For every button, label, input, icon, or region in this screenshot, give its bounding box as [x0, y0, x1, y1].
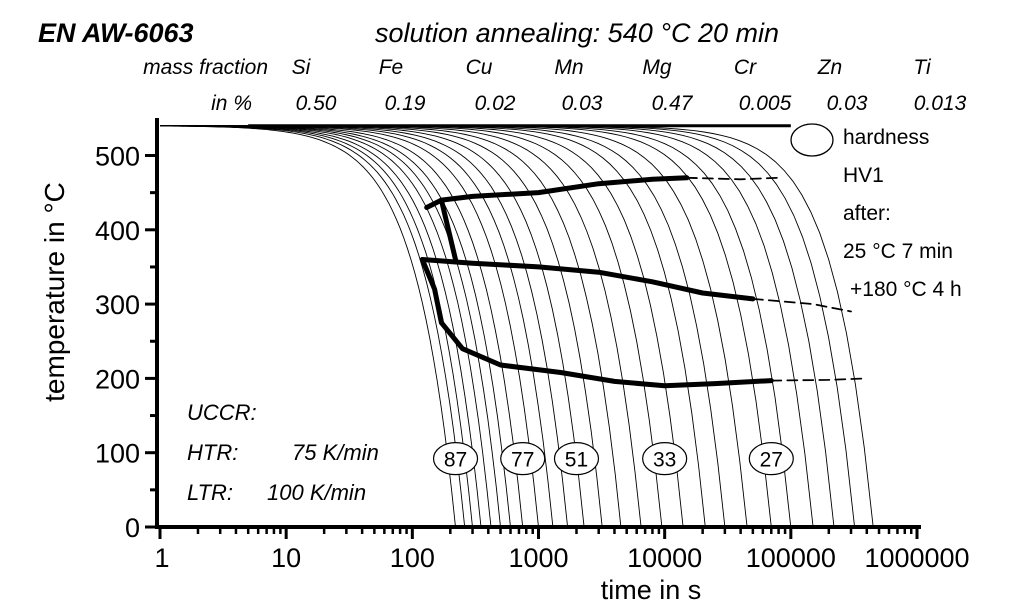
hardness-ellipse: [642, 442, 688, 476]
hardness-ellipse: [748, 442, 794, 476]
cooling-curve: [160, 125, 814, 528]
element-symbol: Cu: [466, 56, 493, 79]
element-symbol: Fe: [379, 56, 404, 79]
hardness-value: 51: [565, 449, 588, 472]
ltr-label: LTR:: [187, 480, 233, 505]
hardness-ellipse: [500, 442, 546, 476]
legend-line: HV1: [843, 164, 884, 187]
cooling-curve: [160, 125, 684, 528]
cooling-curve: [160, 125, 835, 528]
cooling-curve: [160, 125, 473, 528]
y-tick-label: 300: [95, 290, 140, 320]
cooling-curve: [160, 125, 456, 528]
transformation-lines: [419, 175, 868, 389]
x-tick-label: 1: [154, 543, 169, 573]
x-tick-label: 1000000: [864, 543, 969, 573]
hardness-value: 33: [653, 449, 676, 472]
chart-title: EN AW-6063: [38, 18, 194, 48]
uccr-label: UCCR:: [187, 400, 257, 425]
element-symbol: Mg: [642, 56, 671, 79]
legend: hardness HV1 after: 25 °C 7 min +180 °C 4 h: [843, 126, 962, 301]
legend-line: after:: [843, 202, 891, 225]
element-symbol: Mn: [554, 56, 583, 79]
hardness-labels: 87 77 51 33 27: [432, 442, 794, 476]
hardness-value: 27: [760, 449, 783, 472]
legend-ellipse-icon: [790, 123, 834, 157]
y-tick-label: 500: [95, 142, 140, 172]
x-axis-label: time in s: [601, 575, 702, 603]
y-axis-label: temperature in °C: [39, 182, 70, 402]
hardness-value: 77: [511, 449, 534, 472]
cooling-curve: [160, 125, 539, 528]
element-value: 0.03: [827, 92, 868, 115]
element-value: 0.013: [914, 92, 967, 115]
x-tick-label: 1000: [508, 543, 568, 573]
y-tick-label: 100: [95, 439, 140, 469]
legend-line: +180 °C 4 h: [850, 278, 962, 301]
composition-label-1: mass fraction: [143, 56, 268, 79]
cooling-curves: [160, 124, 874, 528]
composition-values: 0.50 0.19 0.02 0.03 0.47 0.005 0.03 0.013: [296, 92, 967, 115]
hardness-ellipse: [432, 442, 479, 476]
hardness-ellipse: [553, 442, 600, 476]
transformation-line: [438, 197, 458, 262]
composition-elements: Si Fe Cu Mn Mg Cr Zn Ti: [292, 56, 932, 79]
element-symbol: Ti: [913, 56, 932, 79]
x-tick-label: 100000: [746, 543, 836, 573]
y-tick-label: 200: [95, 364, 140, 394]
element-value: 0.005: [739, 92, 792, 115]
x-tick-label: 100: [390, 543, 435, 573]
chart-subtitle: solution annealing: 540 °C 20 min: [375, 18, 779, 48]
legend-line: 25 °C 7 min: [843, 240, 953, 263]
hardness-value: 87: [444, 449, 467, 472]
cooling-curve: [160, 125, 482, 528]
element-symbol: Si: [292, 56, 312, 79]
htr-label: HTR:: [187, 440, 238, 465]
transformation-line-extrapolated: [770, 377, 868, 382]
element-value: 0.47: [652, 92, 694, 115]
element-value: 0.19: [385, 92, 426, 115]
cooling-curve: [160, 125, 466, 528]
element-value: 0.02: [475, 92, 516, 115]
x-tick-label: 10000: [627, 543, 702, 573]
y-tick-label: 400: [95, 216, 140, 246]
cooling-curve: [160, 125, 622, 528]
x-ticks: 1 10 100 1000 10000 100000 1000000: [154, 527, 970, 573]
axes: 0 100 200 300 400 500 1 10 100 1000 10000 100000 10…: [95, 118, 970, 573]
element-value: 0.03: [562, 92, 603, 115]
transformation-line: [419, 257, 774, 389]
element-value: 0.50: [296, 92, 337, 115]
transformation-line-extrapolated: [686, 176, 780, 181]
cooling-curve: [160, 125, 706, 528]
ltr-value: 100 K/min: [267, 480, 366, 505]
element-symbol: Zn: [817, 56, 843, 79]
legend-line: hardness: [843, 126, 929, 149]
y-tick-label: 0: [125, 513, 140, 543]
transformation-line-extrapolated: [752, 297, 852, 313]
transformation-line: [419, 257, 756, 302]
htr-value: 75 K/min: [292, 440, 379, 465]
y-ticks: 0 100 200 300 400 500: [95, 142, 157, 543]
x-tick-label: 10: [271, 543, 301, 573]
composition-label-2: in %: [211, 92, 252, 115]
element-symbol: Cr: [734, 56, 757, 79]
